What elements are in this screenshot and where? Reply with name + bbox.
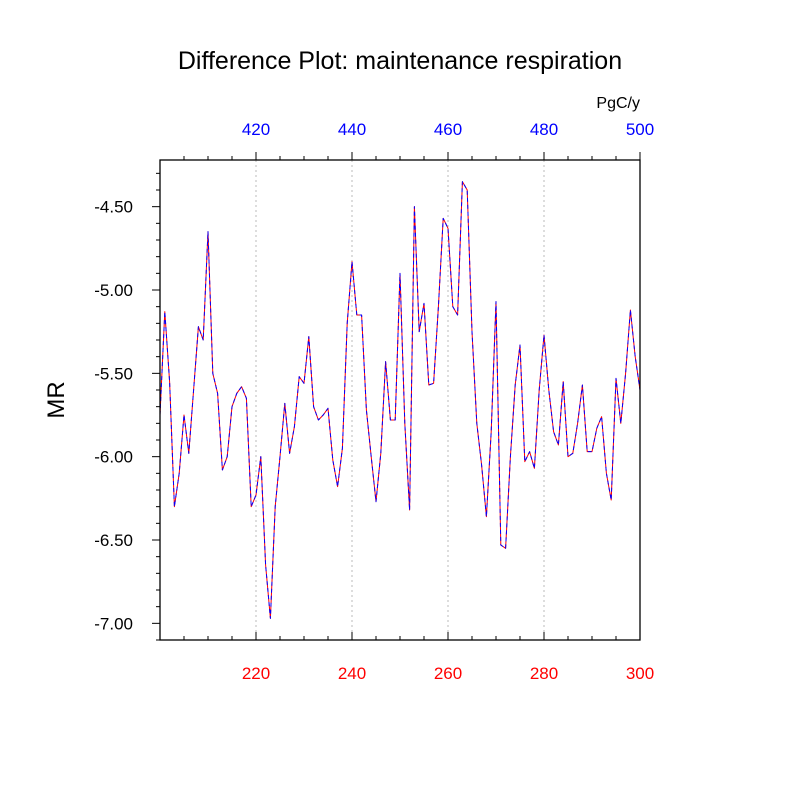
series-line-blue — [159, 181, 641, 619]
y-tick-label: -4.50 — [94, 198, 133, 217]
y-tick-label: -6.00 — [94, 448, 133, 467]
y-tick-label: -7.00 — [94, 614, 133, 633]
x-tick-label-top: 420 — [242, 120, 270, 139]
x-tick-label-bottom: 280 — [530, 664, 558, 683]
plot-series — [159, 181, 641, 619]
y-tick-label: -5.00 — [94, 281, 133, 300]
chart-title: Difference Plot: maintenance respiration — [178, 47, 622, 75]
plot-frame — [159, 159, 641, 641]
x-tick-label-bottom: 300 — [626, 664, 654, 683]
x-tick-label-top: 480 — [530, 120, 558, 139]
series-line-red — [159, 181, 641, 619]
x-tick-label-top: 440 — [338, 120, 366, 139]
tick-marks — [152, 152, 641, 641]
x-tick-label-top: 460 — [434, 120, 462, 139]
units-label: PgC/y — [596, 95, 640, 112]
y-tick-label: -6.50 — [94, 531, 133, 550]
y-axis-label: MR — [43, 381, 70, 418]
grid-lines — [255, 160, 545, 640]
y-tick-label: -5.50 — [94, 364, 133, 383]
x-tick-label-bottom: 260 — [434, 664, 462, 683]
x-tick-label-bottom: 240 — [338, 664, 366, 683]
x-tick-label-top: 500 — [626, 120, 654, 139]
tick-labels: 220 240 260 280 300 420 440 460 480 500 -4.50 -5.00… — [94, 120, 654, 683]
x-tick-label-bottom: 220 — [242, 664, 270, 683]
